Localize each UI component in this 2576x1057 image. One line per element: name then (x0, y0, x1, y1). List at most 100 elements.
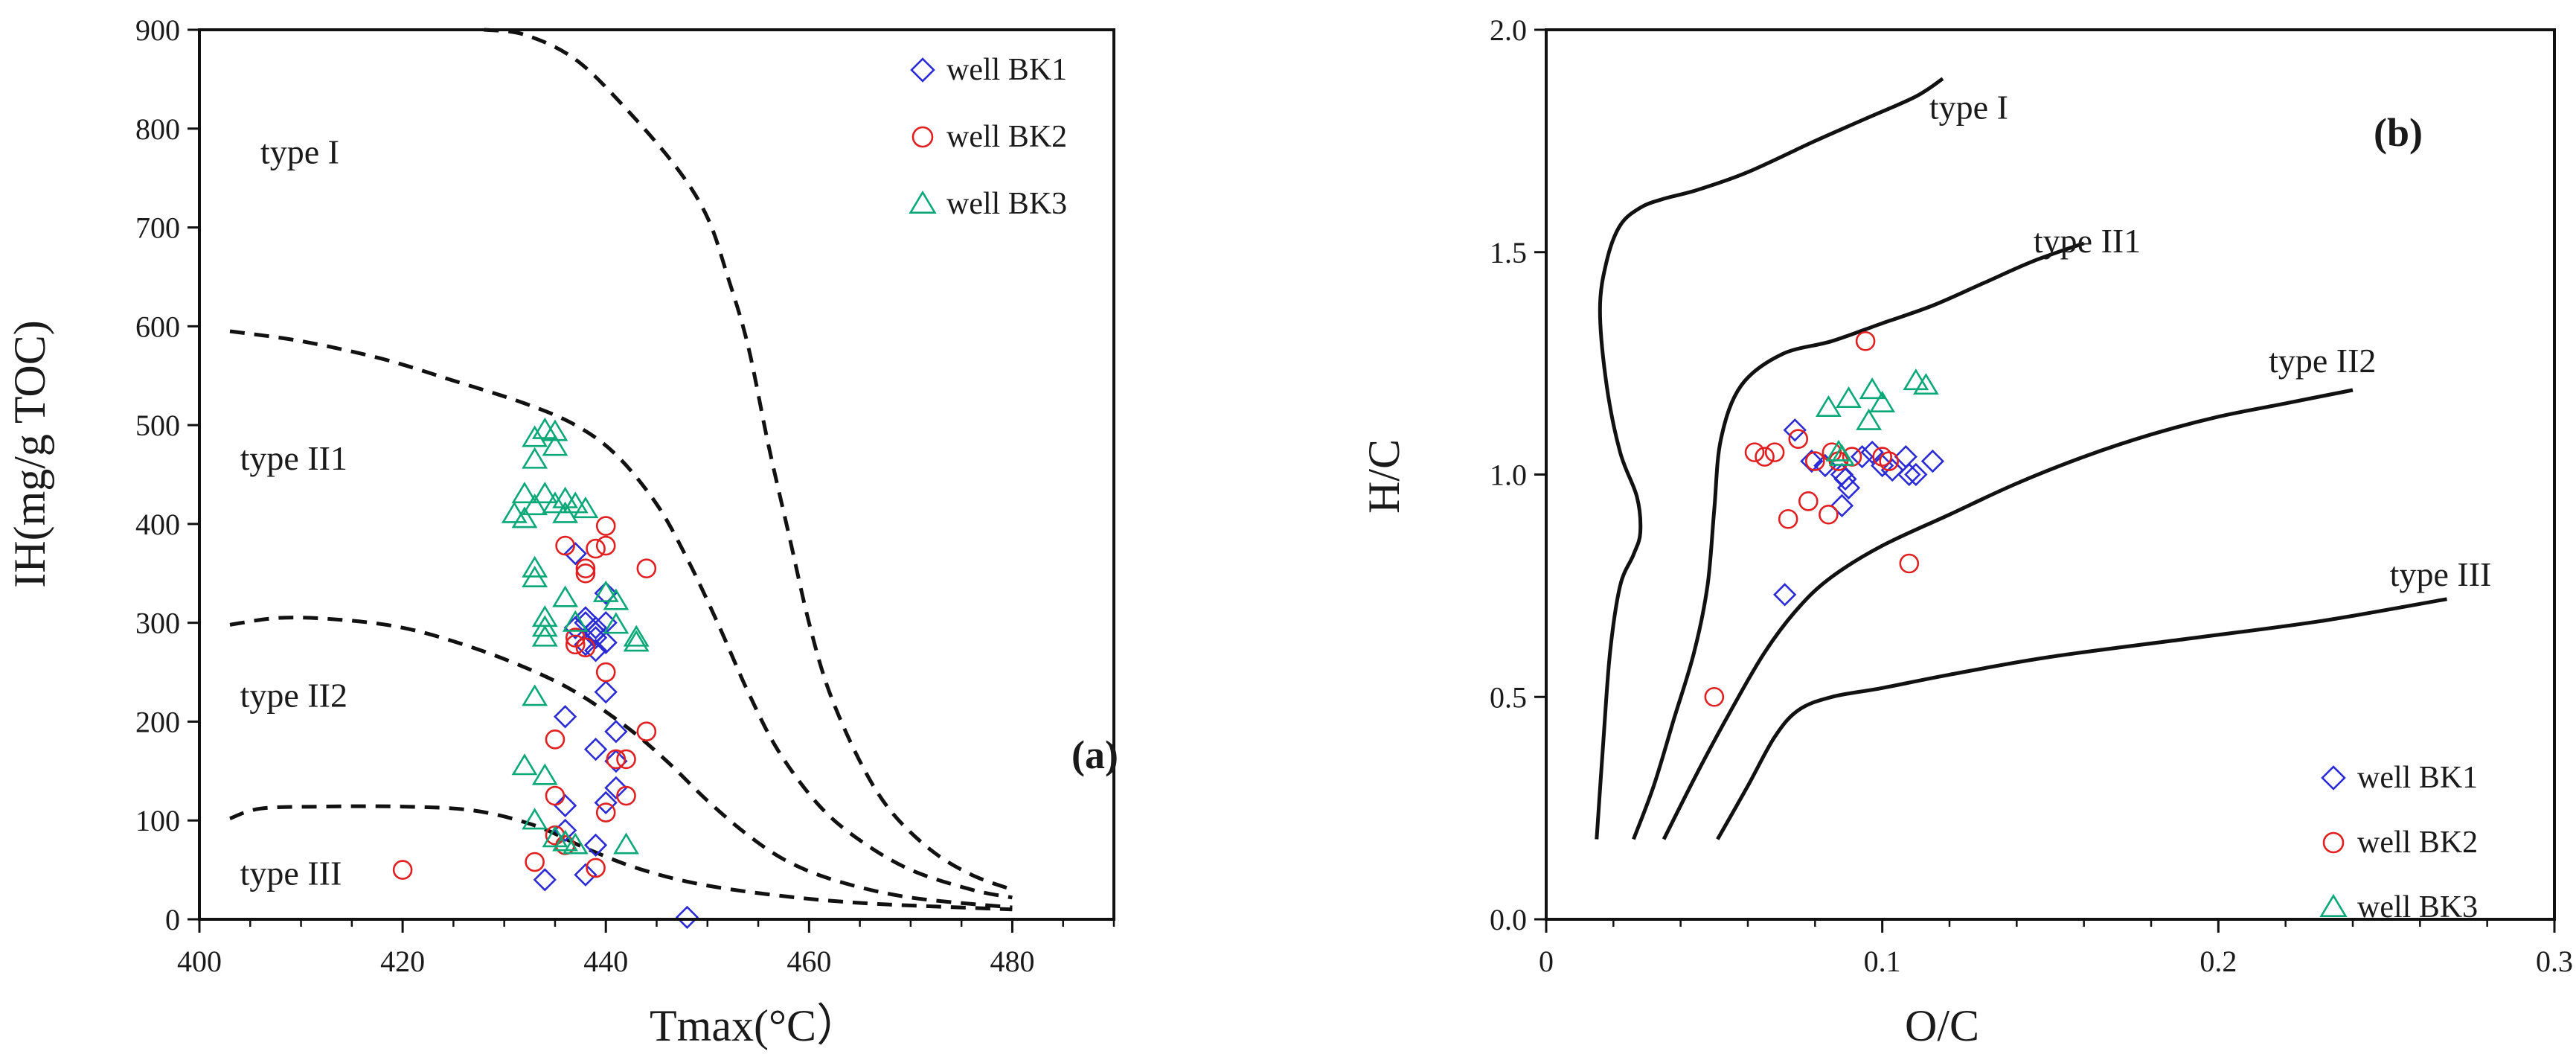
panel-a-tag: (a) (1071, 732, 1118, 777)
panel-b-legend-label-bk2: well BK2 (2357, 826, 2478, 860)
panel-a-region-label-type-i: type I (260, 132, 339, 170)
a-point-well-bk3 (603, 588, 629, 610)
a-point-well-bk1 (594, 791, 618, 814)
a-point-well-bk2 (545, 729, 565, 750)
a-point-well-bk3 (531, 763, 558, 785)
a-point-well-bk1 (553, 705, 577, 729)
panel-b-legend-marker-bk1 (2321, 765, 2346, 791)
panel-b-tag: (b) (2374, 110, 2423, 155)
a-point-well-bk2 (525, 852, 545, 872)
panel-b-data-points (1704, 330, 1945, 707)
a-point-well-bk1 (583, 639, 608, 662)
b-point-well-bk1 (1904, 462, 1928, 487)
a-point-well-bk3 (623, 625, 650, 647)
panel-a: 400 420 440 460 480 0 100 200 300 400 500 600 700 800… (5, 13, 1118, 1050)
a-point-well-bk2 (606, 749, 627, 770)
panel-a-legend-marker-bk2 (911, 126, 934, 148)
a-point-well-bk1 (553, 793, 577, 817)
panel-b-curve-label-type-ii2: type II2 (2269, 342, 2376, 380)
b-point-well-bk3 (1829, 444, 1855, 466)
b-legend-circle-marker (2322, 831, 2345, 854)
b-curve-type-ii1 (1632, 241, 2085, 840)
b-curve-type-i (1595, 77, 1944, 840)
b-point-well-bk2 (1788, 429, 1809, 450)
a-point-well-bk1 (675, 905, 699, 929)
a-point-well-bk3 (501, 501, 528, 523)
a-point-well-bk2 (575, 637, 596, 658)
a-point-well-bk2 (595, 535, 616, 556)
b-point-well-bk1 (1920, 449, 1945, 473)
panel-b-legend-label-bk3: well BK3 (2357, 890, 2478, 925)
b-point-well-bk2 (1798, 491, 1819, 511)
panel-a-region-label-type-ii2: type II2 (240, 677, 347, 715)
a-curve-ii1-ii2 (229, 329, 1013, 900)
a-point-well-bk3 (562, 610, 589, 632)
b-y-tick-label: 0.5 (1490, 680, 1527, 714)
a-x-tick-label: 400 (177, 945, 222, 978)
a-point-well-bk1 (583, 833, 608, 858)
a-point-well-bk3 (531, 615, 558, 637)
b-point-well-bk2 (1778, 508, 1798, 529)
a-point-well-bk3 (531, 625, 558, 647)
a-point-well-bk1 (594, 680, 618, 704)
a-point-well-bk3 (572, 496, 599, 519)
panel-a-legend: well BK1 well BK2 well BK3 (909, 53, 1067, 221)
b-point-well-bk1 (1800, 449, 1824, 473)
b-point-well-bk2 (1819, 504, 1839, 525)
panel-b-curve-label-type-i: type I (1929, 89, 2008, 127)
b-point-well-bk3 (1856, 408, 1883, 430)
a-point-well-bk2 (392, 860, 413, 880)
b-point-well-bk2 (1879, 451, 1899, 471)
panel-b-boundary-curves (1595, 77, 2447, 840)
b-point-well-bk3 (1912, 373, 1939, 395)
a-point-well-bk1 (583, 616, 608, 639)
b-y-tick-label: 0.0 (1490, 903, 1527, 936)
a-point-well-bk2 (575, 558, 596, 578)
panel-b-curve-label-type-iii: type III (2390, 555, 2492, 593)
a-y-tick-label: 300 (135, 607, 180, 640)
a-point-well-bk1 (604, 776, 628, 800)
a-x-tick-label: 480 (990, 945, 1034, 978)
a-curve-ii2-iii (229, 616, 1013, 910)
a-point-well-bk3 (592, 580, 619, 602)
a-point-well-bk2 (595, 516, 616, 536)
a-point-well-bk3 (542, 826, 568, 848)
b-point-well-bk1 (1850, 444, 1874, 469)
panel-b: 0 0.1 0.2 0.3 0.0 0.5 1.0 1.5 2.0 O/C H/C type I… (1359, 13, 2573, 1050)
a-point-well-bk3 (522, 684, 548, 706)
panel-b-curve-label-type-ii1: type II1 (2034, 222, 2141, 260)
panel-b-legend-marker-bk2 (2322, 831, 2345, 854)
b-point-well-bk2 (1744, 442, 1765, 462)
b-point-well-bk1 (1880, 458, 1904, 482)
b-point-well-bk1 (1783, 418, 1807, 442)
panel-a-y-axis-title: IH(mg/g TOC) (5, 320, 54, 587)
a-point-well-bk3 (531, 482, 558, 504)
panel-b-legend-label-bk1: well BK1 (2357, 761, 2478, 795)
panel-b-x-axis-title: O/C (1905, 1001, 1979, 1050)
a-point-well-bk3 (522, 808, 548, 830)
panel-a-legend-label-bk1: well BK1 (946, 53, 1067, 87)
panel-a-boundary-curves (229, 28, 1013, 912)
panel-b-legend-marker-bk3 (2319, 893, 2348, 917)
a-point-well-bk2 (565, 634, 586, 655)
b-legend-triangle-marker (2319, 893, 2348, 917)
b-point-well-bk3 (1815, 395, 1842, 417)
a-point-well-bk1 (563, 542, 587, 566)
a-y-tick-label: 100 (135, 804, 180, 837)
a-point-well-bk3 (542, 434, 568, 456)
a-point-well-bk1 (594, 581, 618, 605)
a-point-well-bk2 (575, 563, 596, 584)
b-point-well-bk3 (1903, 368, 1929, 391)
b-curve-type-iii (1716, 597, 2447, 840)
a-point-well-bk3 (542, 491, 568, 514)
panel-a-legend-marker-bk1 (910, 57, 935, 83)
a-legend-diamond-marker (910, 57, 935, 83)
a-point-well-bk3 (542, 419, 568, 441)
panel-a-ticks: 400 420 440 460 480 0 100 200 300 400 500 600 700 800… (135, 13, 1115, 978)
b-legend-diamond-marker (2321, 765, 2346, 791)
a-point-well-bk3 (511, 482, 538, 504)
panel-b-legend: well BK1 well BK2 well BK3 (2319, 761, 2478, 925)
a-point-well-bk3 (552, 486, 579, 508)
b-x-tick-label: 0.2 (2199, 945, 2237, 978)
